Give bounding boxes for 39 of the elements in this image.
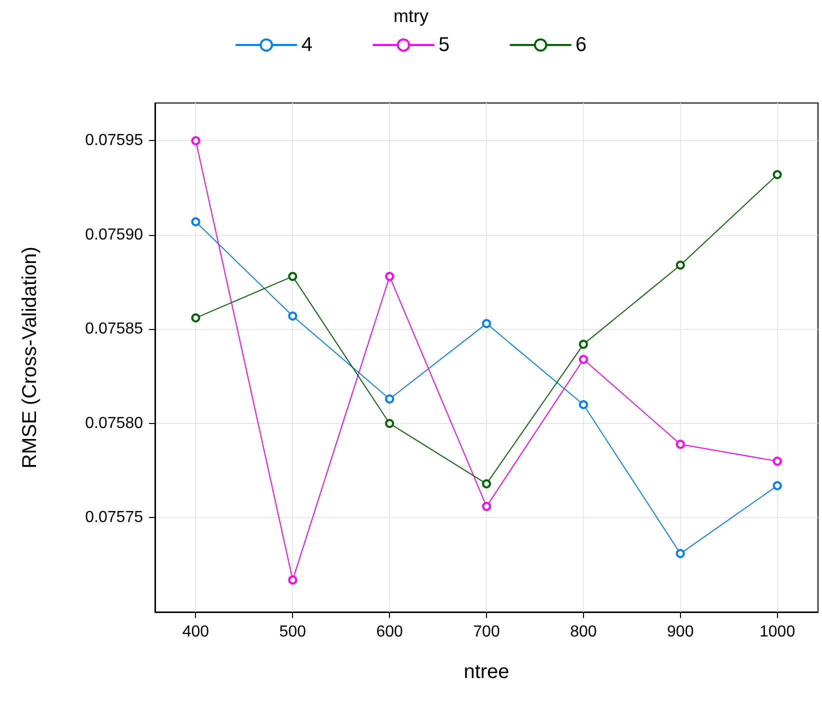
point: [288, 272, 298, 281]
point: [191, 313, 200, 322]
point: [191, 217, 200, 226]
point: [385, 418, 394, 428]
x-tick-label: 900: [667, 624, 694, 640]
point: [482, 319, 491, 328]
point: [772, 456, 782, 466]
legend-title: mtry: [394, 6, 428, 26]
point: [482, 502, 491, 511]
x-tick-label: 600: [376, 624, 404, 640]
point: [676, 549, 685, 558]
x-tick-label: 700: [473, 624, 500, 640]
legend-label: 6: [576, 34, 587, 56]
y-tick-label: 0.07580: [85, 414, 144, 432]
point: [578, 400, 588, 410]
y-tick-label: 0.07585: [85, 320, 144, 338]
point: [385, 394, 394, 404]
y-tick-label: 0.07575: [85, 509, 144, 526]
point: [482, 479, 491, 488]
point: [676, 260, 685, 270]
point: [578, 340, 588, 349]
point: [288, 312, 298, 321]
point: [578, 354, 588, 364]
y-tick-label: 0.07590: [85, 226, 144, 244]
x-tick-label: 800: [570, 624, 597, 640]
legend-label: 5: [438, 34, 450, 56]
x-tick-label: 500: [279, 624, 306, 640]
legend-label: 4: [301, 34, 312, 56]
point: [385, 272, 394, 281]
x-axis-title: ntree: [464, 661, 510, 683]
point: [288, 575, 298, 584]
x-tick-label: 1000: [759, 624, 796, 640]
x-tick-label: 400: [182, 624, 210, 640]
point: [676, 440, 685, 449]
y-axis-title: RMSE (Cross-Validation): [19, 246, 41, 468]
point: [772, 481, 782, 490]
point: [191, 136, 200, 146]
point: [772, 170, 782, 180]
y-tick-label: 0.07595: [85, 132, 144, 150]
